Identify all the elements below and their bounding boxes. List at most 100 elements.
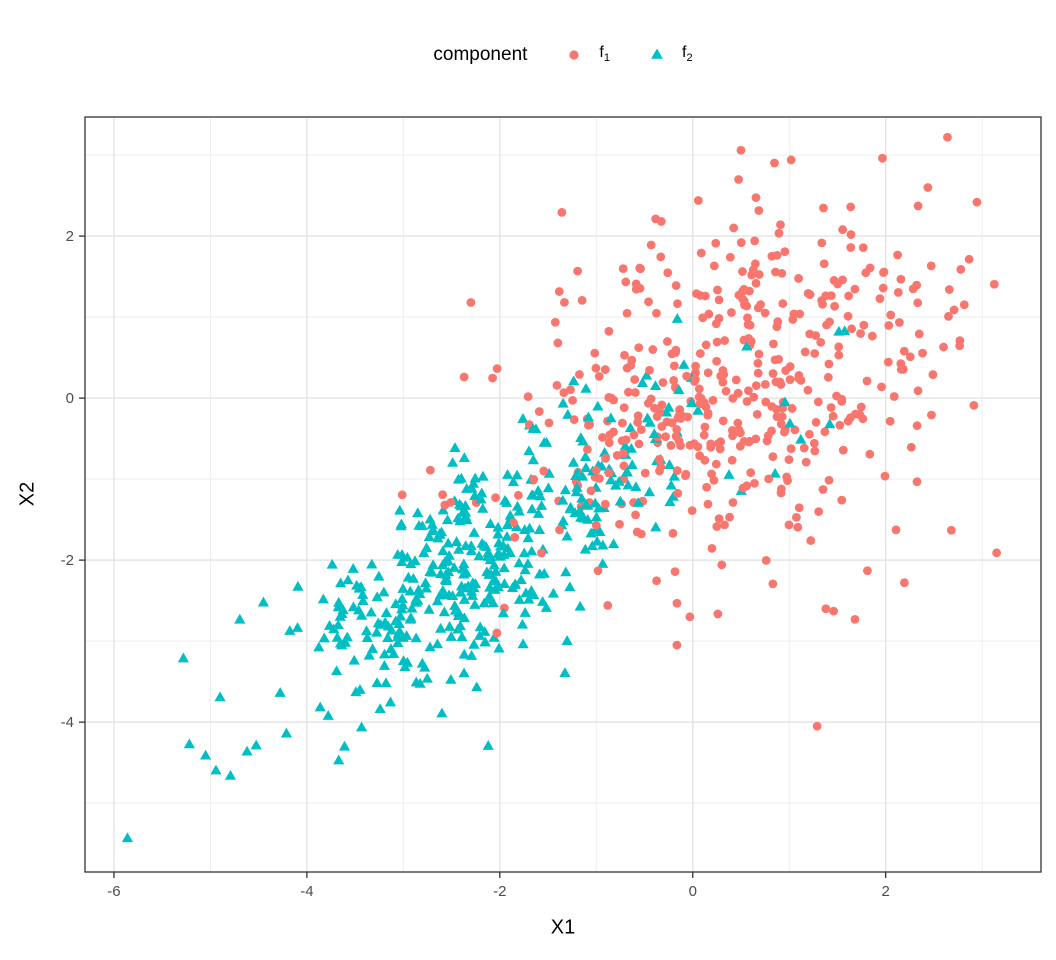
data-point-f2 <box>466 482 478 493</box>
data-point-f2 <box>449 600 461 610</box>
data-point-f1 <box>459 372 469 382</box>
data-point-f1 <box>832 391 841 401</box>
data-point-f1 <box>771 267 780 277</box>
data-point-f1 <box>600 499 610 509</box>
data-point-f1 <box>714 295 724 305</box>
x-axis-title: X1 <box>550 916 576 939</box>
data-point-f2 <box>443 549 455 560</box>
data-point-f1 <box>943 132 952 142</box>
data-point-f1 <box>812 721 822 731</box>
data-point-f2 <box>177 652 189 663</box>
data-point-f2 <box>437 545 449 556</box>
data-point-f2 <box>372 617 384 628</box>
data-point-f1 <box>846 230 856 239</box>
data-point-f1 <box>743 313 752 323</box>
data-point-f2 <box>317 593 329 604</box>
data-point-f1 <box>559 388 569 398</box>
data-point-f1 <box>913 201 923 211</box>
data-point-f1 <box>644 297 653 307</box>
data-point-f1 <box>770 158 779 168</box>
data-point-f1 <box>584 420 593 430</box>
data-point-f2 <box>414 677 426 688</box>
data-point-f1 <box>760 379 770 389</box>
data-point-f1 <box>553 338 563 348</box>
data-point-f1 <box>671 348 680 357</box>
data-point-f2 <box>522 558 534 568</box>
data-point-f2 <box>420 542 433 553</box>
data-point-f2 <box>442 537 454 548</box>
data-point-f1 <box>858 414 868 424</box>
data-point-f1 <box>776 220 785 230</box>
data-point-f2 <box>392 637 404 647</box>
data-point-f2 <box>331 665 343 676</box>
data-point-f1 <box>772 322 782 332</box>
data-point-f1 <box>885 416 895 426</box>
data-point-f2 <box>333 596 345 607</box>
data-point-f1 <box>811 331 821 340</box>
data-point-f1 <box>856 402 866 412</box>
data-point-f1 <box>738 286 748 296</box>
data-point-f1 <box>634 439 644 449</box>
data-point-f1 <box>794 274 803 283</box>
data-point-f1 <box>703 499 713 509</box>
data-point-f2 <box>450 536 463 546</box>
data-point-f1 <box>604 326 614 336</box>
data-point-f1 <box>573 266 583 276</box>
data-point-f1 <box>615 519 624 529</box>
data-point-f1 <box>631 510 640 520</box>
data-point-f2 <box>378 586 390 597</box>
data-point-f1 <box>846 243 856 252</box>
data-point-f2 <box>522 532 534 543</box>
data-point-f1 <box>878 283 888 293</box>
data-point-f2 <box>621 466 633 477</box>
data-point-f2 <box>210 764 222 775</box>
data-point-f2 <box>489 584 501 594</box>
data-point-f2 <box>477 502 489 513</box>
legend-item-f1-label-base: f <box>599 44 604 62</box>
data-point-f1 <box>586 486 596 496</box>
legend-item-f2-label-sub: 2 <box>686 52 693 65</box>
data-point-f1 <box>928 370 938 379</box>
data-point-f1 <box>768 452 778 462</box>
data-point-f2 <box>559 484 572 495</box>
data-point-f2 <box>405 558 417 569</box>
data-point-f1 <box>753 368 763 378</box>
data-point-f1 <box>672 466 682 476</box>
data-point-f2 <box>475 493 487 504</box>
x-tick-label: 0 <box>689 883 697 900</box>
data-point-f1 <box>539 466 549 476</box>
data-point-f1 <box>714 514 724 524</box>
data-point-f1 <box>673 299 682 309</box>
data-point-f1 <box>899 578 909 588</box>
data-point-f2 <box>630 481 642 492</box>
data-point-f1 <box>784 455 794 465</box>
data-point-f1 <box>782 472 792 482</box>
data-point-f2 <box>540 602 552 612</box>
data-point-f1 <box>939 342 948 352</box>
data-point-f2 <box>467 577 479 588</box>
data-point-f2 <box>591 535 603 546</box>
data-point-f1 <box>835 420 845 430</box>
data-point-f1 <box>875 294 885 304</box>
data-point-f2 <box>347 601 359 612</box>
data-point-f1 <box>652 308 661 318</box>
data-point-f1 <box>712 356 722 366</box>
data-point-f2 <box>241 745 253 756</box>
data-point-f1 <box>784 520 794 530</box>
data-point-f2 <box>382 632 394 643</box>
data-point-f2 <box>571 467 584 478</box>
data-point-f1 <box>627 355 637 365</box>
data-point-f2 <box>366 643 379 654</box>
data-point-f1 <box>814 507 824 517</box>
y-axis-title: X2 <box>16 481 39 507</box>
data-point-f2 <box>460 540 472 551</box>
data-point-f1 <box>440 500 450 510</box>
data-point-f1 <box>944 285 954 294</box>
data-point-f2 <box>313 641 325 652</box>
data-point-f2 <box>360 625 373 636</box>
data-point-f1 <box>601 453 610 463</box>
data-point-f1 <box>700 422 710 432</box>
data-point-f2 <box>214 691 226 702</box>
data-point-f2 <box>580 382 592 393</box>
data-point-f2 <box>348 654 360 665</box>
